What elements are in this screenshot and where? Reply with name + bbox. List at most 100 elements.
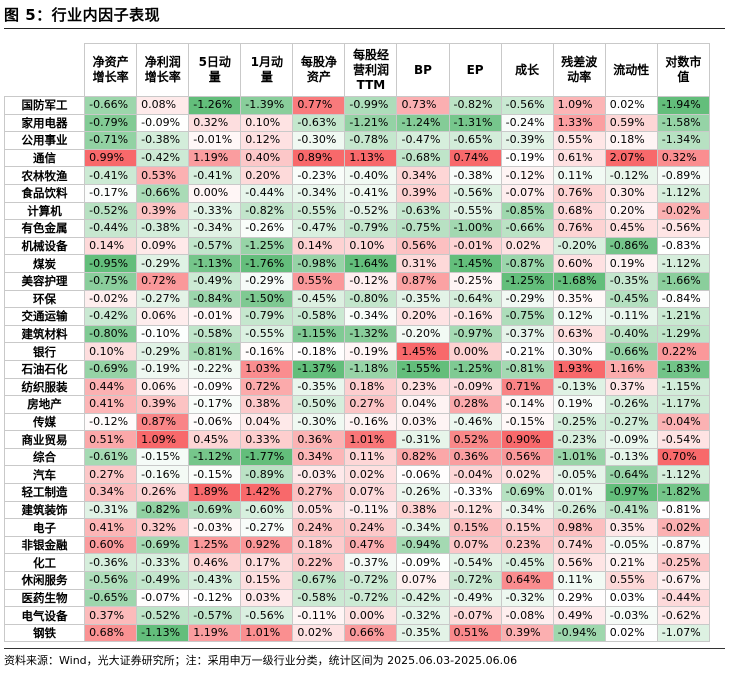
value-cell: 1.03%: [240, 359, 294, 379]
value-cell: -0.68%: [396, 148, 450, 168]
value-cell: 0.15%: [240, 571, 294, 590]
source-note: 资料来源：Wind，光大证券研究所；注：采用申万一级行业分类，统计区间为 202…: [4, 654, 518, 667]
title-rule: [4, 28, 725, 29]
value-cell: -1.82%: [656, 483, 711, 502]
value-cell: -0.13%: [604, 447, 658, 467]
value-cell: 0.55%: [292, 271, 346, 291]
value-cell: 0.02%: [604, 96, 658, 115]
value-cell: -0.33%: [448, 483, 502, 502]
value-cell: 0.55%: [604, 571, 658, 590]
value-cell: 0.77%: [292, 96, 346, 115]
industry-name: 轻工制造: [3, 483, 86, 502]
value-cell: 0.19%: [552, 395, 606, 414]
value-cell: -0.42%: [136, 148, 190, 168]
value-cell: -0.09%: [188, 377, 242, 397]
value-cell: 0.11%: [344, 447, 398, 467]
value-cell: 0.92%: [240, 535, 294, 555]
value-cell: 1.01%: [344, 430, 398, 449]
table-row: 家用电器 -0.79% -0.09% 0.32% 0.10% -0.63% -1.21% -1…: [3, 113, 711, 133]
value-cell: -0.15%: [136, 447, 190, 467]
value-cell: 0.01%: [552, 483, 606, 502]
value-cell: -0.64%: [448, 289, 502, 309]
value-cell: 0.72%: [136, 271, 190, 291]
value-cell: 1.89%: [188, 483, 242, 502]
value-cell: -0.39%: [500, 131, 554, 150]
value-cell: 0.87%: [136, 412, 190, 432]
value-cell: -0.26%: [396, 483, 450, 502]
value-cell: -1.66%: [656, 271, 711, 291]
value-cell: 0.27%: [84, 465, 138, 485]
value-cell: 0.11%: [552, 166, 606, 185]
value-cell: -0.11%: [604, 307, 658, 326]
value-cell: 0.38%: [396, 500, 450, 520]
value-cell: -0.29%: [136, 342, 190, 361]
value-cell: -0.10%: [136, 324, 190, 344]
value-cell: 0.22%: [292, 553, 346, 573]
industry-name: 银行: [3, 342, 86, 361]
value-cell: 0.36%: [448, 447, 502, 467]
value-cell: -0.44%: [240, 183, 294, 203]
column-header: 每股净 资产: [292, 43, 346, 97]
value-cell: -0.19%: [344, 342, 398, 361]
value-cell: 0.00%: [188, 183, 242, 203]
value-cell: 0.06%: [136, 377, 190, 397]
value-cell: -0.56%: [240, 606, 294, 625]
figure-title: 图 5：行业内因子表现: [4, 6, 161, 24]
value-cell: -0.99%: [344, 96, 398, 115]
value-cell: -0.66%: [604, 342, 658, 361]
value-cell: -0.04%: [448, 465, 502, 485]
value-cell: -1.58%: [656, 113, 711, 133]
value-cell: -1.83%: [656, 359, 711, 379]
value-cell: -0.98%: [292, 254, 346, 273]
value-cell: -1.68%: [552, 271, 606, 291]
value-cell: -1.76%: [240, 254, 294, 273]
value-cell: -1.37%: [292, 359, 346, 379]
value-cell: 0.04%: [240, 412, 294, 432]
table-row: 交通运输 -0.42% 0.06% -0.01% -0.79% -0.58% -0.34% 0…: [3, 307, 711, 326]
value-cell: -0.45%: [604, 289, 658, 309]
value-cell: -0.95%: [84, 254, 138, 273]
value-cell: -1.12%: [656, 183, 711, 203]
value-cell: -1.50%: [240, 289, 294, 309]
value-cell: 0.76%: [552, 219, 606, 238]
value-cell: 1.16%: [604, 359, 658, 379]
value-cell: 0.98%: [552, 518, 606, 537]
value-cell: -1.25%: [240, 236, 294, 256]
value-cell: -0.69%: [188, 500, 242, 520]
value-cell: -0.32%: [396, 606, 450, 625]
value-cell: 0.34%: [84, 483, 138, 502]
table-row: 国防军工 -0.66% 0.08% -1.26% -1.39% 0.77% -0.99% 0.…: [3, 96, 711, 115]
value-cell: 0.33%: [240, 430, 294, 449]
value-cell: -0.27%: [240, 518, 294, 537]
value-cell: 0.56%: [500, 447, 554, 467]
value-cell: -0.58%: [292, 588, 346, 608]
value-cell: -0.72%: [344, 588, 398, 608]
value-cell: -0.82%: [240, 201, 294, 221]
value-cell: -0.12%: [448, 500, 502, 520]
value-cell: -0.83%: [656, 236, 711, 256]
value-cell: -0.31%: [84, 500, 138, 520]
value-cell: -0.67%: [656, 571, 711, 590]
value-cell: -0.33%: [188, 201, 242, 221]
table-row: 电气设备 0.37% -0.52% -0.57% -0.56% -0.11% 0.00% -0…: [3, 606, 711, 625]
value-cell: -0.89%: [656, 166, 711, 185]
value-cell: 0.19%: [604, 254, 658, 273]
value-cell: -0.02%: [656, 201, 711, 221]
value-cell: 0.35%: [604, 518, 658, 537]
value-cell: 0.41%: [84, 395, 138, 414]
industry-name: 电子: [3, 518, 86, 537]
value-cell: 0.20%: [604, 201, 658, 221]
value-cell: -0.49%: [136, 571, 190, 590]
value-cell: 0.55%: [552, 131, 606, 150]
value-cell: -0.47%: [396, 131, 450, 150]
value-cell: 0.74%: [552, 535, 606, 555]
value-cell: -1.45%: [448, 254, 502, 273]
table-row: 电子 0.41% 0.32% -0.03% -0.27% 0.24% 0.24% -0.34%…: [3, 518, 711, 537]
table-row: 环保 -0.02% -0.27% -0.84% -1.50% -0.45% -0.80% -0…: [3, 289, 711, 309]
value-cell: -0.26%: [552, 500, 606, 520]
value-cell: -0.35%: [292, 377, 346, 397]
value-cell: -0.60%: [240, 500, 294, 520]
value-cell: 0.20%: [396, 307, 450, 326]
industry-name: 医药生物: [3, 588, 86, 608]
industry-name: 房地产: [3, 395, 86, 414]
